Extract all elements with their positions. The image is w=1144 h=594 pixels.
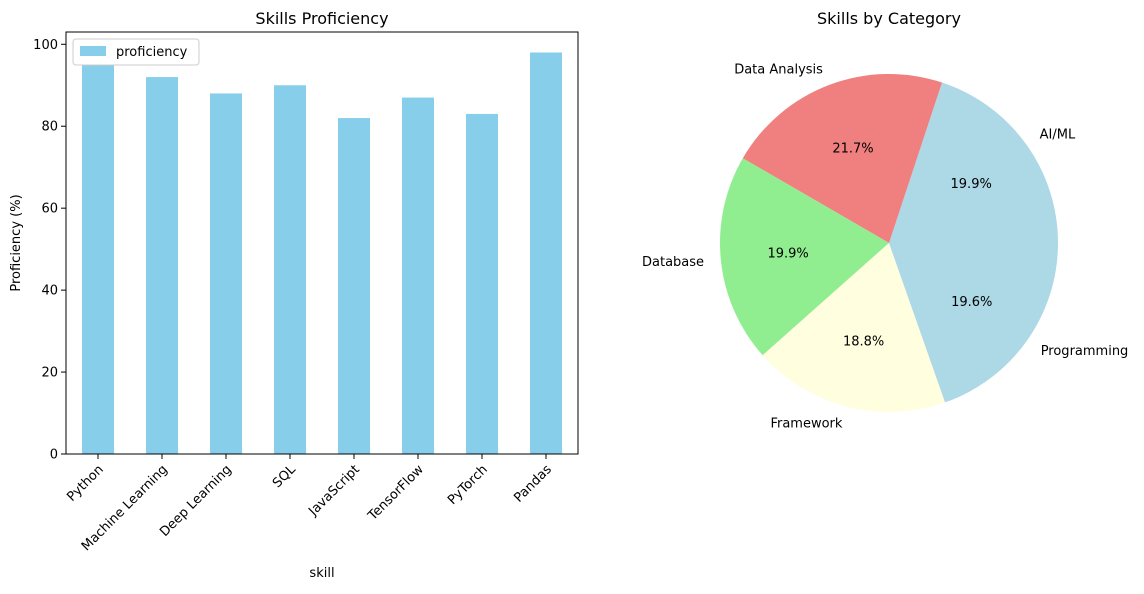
- x-tick-label: Python: [64, 462, 106, 504]
- bar: [530, 52, 562, 454]
- legend-label: proficiency: [116, 45, 188, 60]
- bar: [274, 85, 306, 454]
- pie-chart-title: Skills by Category: [817, 9, 961, 28]
- y-tick-label: 40: [41, 284, 58, 299]
- bar: [466, 113, 498, 455]
- bar: [146, 77, 178, 454]
- pie-chart: Skills by Category 19.9% AI/ML 21.7% Data A…: [642, 9, 1128, 431]
- pie-slice: [742, 74, 943, 244]
- y-axis-label: Proficiency (%): [9, 194, 24, 291]
- x-tick-label: Pandas: [511, 462, 555, 506]
- legend-swatch: [80, 46, 106, 56]
- y-tick-label: 100: [33, 38, 58, 53]
- pie-slice: [720, 158, 889, 356]
- pie-category-label: AI/ML: [1040, 128, 1076, 143]
- bar-chart: Skills Proficiency 0 20 40 60 80 100 PythonMa…: [9, 9, 579, 581]
- y-axis-ticks: 0 20 40 60 80 100: [33, 38, 66, 463]
- pie-percent-label: 18.8%: [843, 335, 884, 350]
- pie-percent-label: 19.9%: [951, 177, 992, 192]
- y-tick-label: 20: [41, 366, 58, 381]
- x-tick-label: PyTorch: [445, 462, 491, 508]
- pie-category-label: Data Analysis: [734, 63, 823, 78]
- bar-group: [82, 52, 562, 455]
- y-tick-label: 0: [50, 448, 58, 463]
- x-tick-label: TensorFlow: [365, 462, 427, 524]
- y-tick-label: 60: [41, 202, 58, 217]
- bar: [402, 97, 434, 454]
- pie-slice: [762, 243, 946, 412]
- pie-slice: [889, 243, 1058, 403]
- bar-chart-title: Skills Proficiency: [255, 9, 388, 28]
- pie-category-label: Framework: [770, 416, 842, 431]
- bar: [338, 118, 370, 455]
- pie-group: 19.9% AI/ML 21.7% Data Analysis 19.9% Databas…: [642, 63, 1128, 432]
- pie-slice: [889, 82, 1058, 243]
- pie-percent-label: 21.7%: [832, 142, 873, 157]
- pie-percent-label: 19.9%: [767, 247, 808, 262]
- pie-category-label: Database: [642, 255, 704, 270]
- y-tick-label: 80: [41, 120, 58, 135]
- pie-percent-label: 19.6%: [951, 295, 992, 310]
- bar: [210, 93, 242, 455]
- x-axis-label: skill: [309, 566, 334, 581]
- x-tick-label: SQL: [270, 462, 299, 491]
- legend: proficiency: [72, 38, 200, 66]
- bar: [82, 64, 114, 454]
- pie-category-label: Programming: [1041, 344, 1129, 359]
- legend-frame: [72, 38, 200, 66]
- plot-frame: [65, 31, 579, 455]
- x-tick-label: JavaScript: [305, 462, 362, 519]
